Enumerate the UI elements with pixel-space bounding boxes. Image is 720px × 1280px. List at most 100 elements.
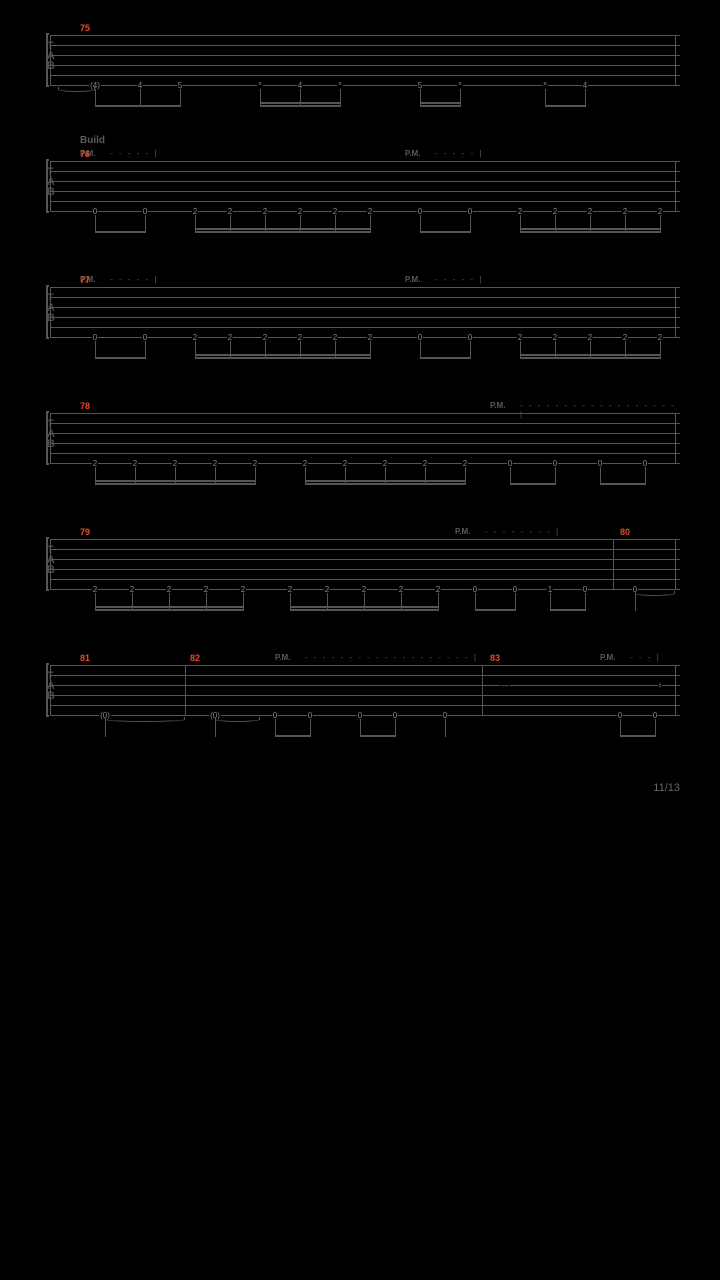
staff-line bbox=[50, 307, 680, 317]
palm-mute-dash: - - - - - - - - - - - - - - - - - - - | bbox=[305, 653, 478, 662]
page-number: 11/13 bbox=[653, 782, 680, 794]
staff-line bbox=[50, 317, 680, 327]
barline bbox=[675, 287, 676, 337]
notation-mark: — bbox=[500, 681, 510, 690]
beam bbox=[520, 354, 661, 356]
barline bbox=[50, 35, 51, 85]
staff-container: 7980TAB222222222200100 bbox=[50, 539, 680, 601]
tab-system: P.M. - - - - - - - - | 7980TAB222222222200… bbox=[50, 517, 680, 601]
systems: 75TAB(4)45×4×5××4BuildP.M.- - - - - |P.M… bbox=[50, 35, 680, 727]
barline bbox=[675, 413, 676, 463]
measure-number: 82 bbox=[190, 653, 200, 663]
mute-mark: × bbox=[337, 81, 343, 88]
palm-mute-label: P.M. bbox=[405, 275, 420, 284]
measure-number: 78 bbox=[80, 401, 90, 411]
palm-mute-dash: - - - | bbox=[630, 653, 661, 662]
palm-mute-dash: - - - - - | bbox=[435, 149, 484, 158]
staff-line bbox=[50, 453, 680, 463]
barline bbox=[50, 287, 51, 337]
beam bbox=[550, 609, 586, 611]
staff-line bbox=[50, 675, 680, 685]
beam bbox=[475, 609, 516, 611]
beam bbox=[260, 102, 341, 104]
staff-container: 78TAB22222222220000 bbox=[50, 413, 680, 475]
notation-mark: 𝄽 bbox=[658, 681, 662, 691]
stem bbox=[105, 719, 106, 737]
mute-mark: × bbox=[542, 81, 548, 88]
tie bbox=[105, 717, 185, 722]
barline bbox=[50, 665, 51, 715]
tab-system: P.M.- - - - - - - - - - - - - - - - - - … bbox=[50, 391, 680, 475]
palm-mute-dash: - - - - - | bbox=[110, 275, 159, 284]
staff-container: 818283TAB(0)(0)0000000—𝄽 bbox=[50, 665, 680, 727]
staff-line bbox=[50, 539, 680, 549]
beam bbox=[420, 231, 471, 233]
staff-lines bbox=[50, 665, 680, 716]
barline bbox=[675, 161, 676, 211]
staff-lines bbox=[50, 413, 680, 464]
palm-mute-dash: - - - - - - - - | bbox=[485, 527, 560, 536]
palm-mute-label: P.M. bbox=[600, 653, 615, 662]
barline bbox=[675, 665, 676, 715]
beam bbox=[305, 483, 466, 485]
beam bbox=[195, 357, 371, 359]
beam bbox=[95, 231, 146, 233]
staff-line bbox=[50, 433, 680, 443]
beam bbox=[520, 231, 661, 233]
beam bbox=[195, 354, 371, 356]
staff-container: 75TAB(4)45×4×5××4 bbox=[50, 35, 680, 97]
barline bbox=[613, 539, 614, 589]
palm-mute-label: P.M. bbox=[275, 653, 290, 662]
staff-line bbox=[50, 35, 680, 45]
beam bbox=[95, 606, 244, 608]
tab-system: 75TAB(4)45×4×5××4 bbox=[50, 35, 680, 97]
beam bbox=[420, 357, 471, 359]
annotations: P.M.- - - - - |P.M.- - - - - | bbox=[50, 265, 680, 285]
staff-line bbox=[50, 665, 680, 675]
beam bbox=[195, 231, 371, 233]
staff-line bbox=[50, 65, 680, 75]
beam bbox=[95, 483, 256, 485]
measure-number: 81 bbox=[80, 653, 90, 663]
tab-system: BuildP.M.- - - - - |P.M.- - - - - |76TAB… bbox=[50, 139, 680, 223]
staff-line bbox=[50, 705, 680, 715]
beam bbox=[260, 105, 341, 107]
staff-line bbox=[50, 463, 680, 464]
beam bbox=[275, 735, 311, 737]
palm-mute-label: P.M. bbox=[455, 527, 470, 536]
barline bbox=[675, 35, 676, 85]
beam bbox=[290, 606, 439, 608]
staff-line bbox=[50, 171, 680, 181]
beam bbox=[95, 357, 146, 359]
barline bbox=[675, 539, 676, 589]
staff-line bbox=[50, 423, 680, 433]
mute-mark: × bbox=[457, 81, 463, 88]
beam bbox=[545, 105, 586, 107]
staff-line bbox=[50, 45, 680, 55]
staff-line bbox=[50, 685, 680, 695]
mute-mark: × bbox=[257, 81, 263, 88]
stem bbox=[445, 719, 446, 737]
staff-line bbox=[50, 297, 680, 307]
tab-system: P.M.- - - - - |P.M.- - - - - |77TAB00222… bbox=[50, 265, 680, 349]
measure-number: 77 bbox=[80, 275, 90, 285]
annotations: P.M.- - - - - - - - - - - - - - - - - - … bbox=[50, 391, 680, 411]
tie bbox=[635, 591, 675, 596]
beam bbox=[620, 735, 656, 737]
tab-system: P.M. - - - - - - - - - - - - - - - - - - … bbox=[50, 643, 680, 727]
annotations: P.M. - - - - - - - - - - - - - - - - - - … bbox=[50, 643, 680, 663]
barline bbox=[185, 665, 186, 715]
staff-lines bbox=[50, 35, 680, 86]
staff-line bbox=[50, 549, 680, 559]
staff-line bbox=[50, 161, 680, 171]
beam bbox=[305, 480, 466, 482]
staff-line bbox=[50, 443, 680, 453]
staff-lines bbox=[50, 161, 680, 212]
beam bbox=[510, 483, 556, 485]
measure-number: 75 bbox=[80, 23, 90, 33]
staff-container: 76TAB002222220022222 bbox=[50, 161, 680, 223]
tie bbox=[215, 717, 260, 722]
staff-lines bbox=[50, 287, 680, 338]
stem bbox=[635, 593, 636, 611]
staff-line bbox=[50, 569, 680, 579]
